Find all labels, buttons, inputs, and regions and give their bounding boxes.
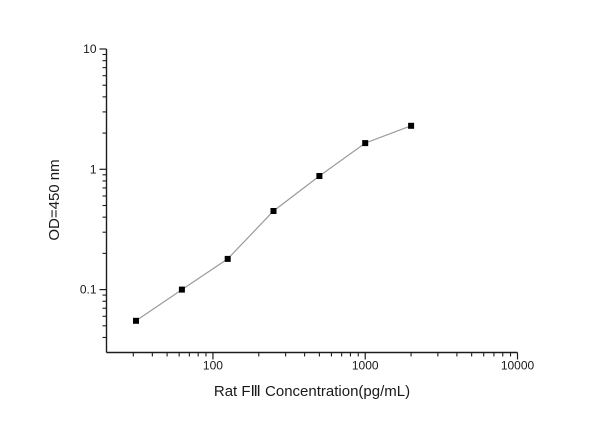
data-point-marker bbox=[270, 208, 277, 214]
data-point-marker bbox=[316, 173, 323, 179]
data-point-marker bbox=[362, 140, 369, 147]
data-point-marker bbox=[408, 122, 415, 129]
y-tick-label: 10 bbox=[83, 42, 97, 56]
y-axis-title: OD=450 nm bbox=[46, 159, 63, 240]
y-tick-label: 1 bbox=[90, 162, 97, 176]
series-line bbox=[135, 125, 412, 322]
data-point-marker bbox=[224, 255, 231, 262]
data-point-marker bbox=[178, 286, 185, 293]
x-tick-label: 1000 bbox=[352, 359, 379, 373]
axes-layer: 100 1000 10000 0.1 1 10 bbox=[80, 42, 535, 373]
x-tick-label: 10000 bbox=[501, 359, 535, 373]
x-axis-title: Rat FⅢ Concentration(pg/mL) bbox=[214, 383, 410, 400]
data-point-marker bbox=[133, 317, 139, 324]
series-layer bbox=[133, 122, 415, 324]
y-tick-label: 0.1 bbox=[80, 283, 97, 297]
x-tick-label: 100 bbox=[203, 359, 223, 373]
